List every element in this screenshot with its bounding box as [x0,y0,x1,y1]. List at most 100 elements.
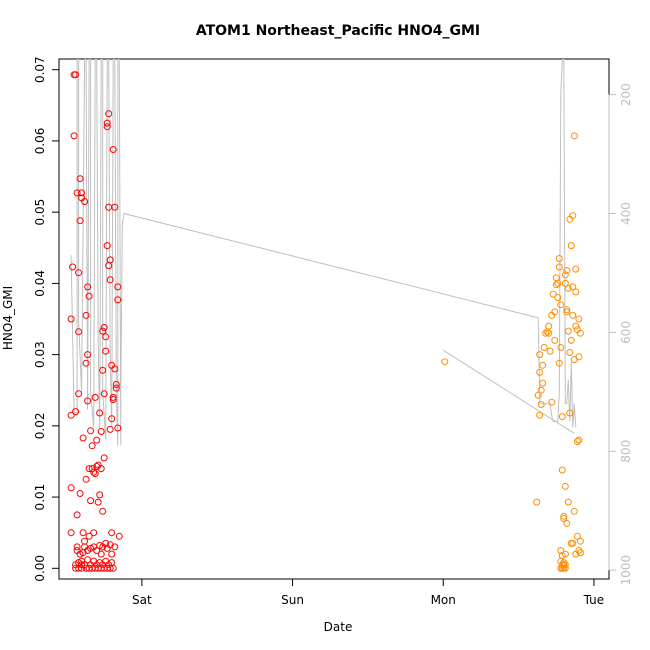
data-point [543,328,551,336]
data-point [570,132,578,140]
y-axis-label: HNO4_GMI [1,286,15,350]
data-point [72,71,80,79]
data-point [106,276,114,284]
x-tick-label: Sun [281,593,304,607]
x-tick-label: Sat [132,593,152,607]
data-point [109,564,117,572]
data-point [96,409,104,417]
data-point [90,529,98,537]
data-point [90,468,98,476]
data-point [111,543,119,551]
data-point [69,263,77,271]
data-point [76,175,84,183]
data-point [91,470,99,478]
data-point [67,315,75,323]
y-axis-right: 200 400 600 800 1000 [608,83,633,585]
data-point [545,322,553,330]
data-point [561,561,569,569]
data-point [441,358,449,366]
data-point [105,110,113,118]
data-point [114,296,122,304]
data-point [557,344,565,351]
data-point [552,274,560,282]
y-tick-label: 0.07 [33,56,47,83]
data-point [70,132,78,140]
data-point [542,329,550,337]
data-point [82,311,90,319]
data-point [81,198,89,205]
data-point [75,269,83,277]
data-point [84,351,92,359]
data-point [561,550,569,558]
data-point [72,408,80,416]
data-point [561,279,569,287]
data-point [84,397,92,405]
data-point [558,413,566,421]
data-point [536,411,544,419]
data-point [564,327,572,335]
data-point [78,189,86,197]
data-point [569,212,577,220]
data-point [82,475,90,483]
data-point [570,507,578,515]
data-point [67,529,75,537]
y-tick-label: 0.04 [33,270,47,297]
data-point [112,381,120,388]
data-point [100,454,108,462]
data-point [115,532,123,540]
data-point [75,328,83,336]
y-tick-label: 0.05 [33,199,47,226]
data-point [566,349,574,356]
data-point [536,368,544,376]
data-point [536,351,544,359]
data-point [82,359,90,367]
data-point [87,427,95,435]
data-point [79,529,87,537]
data-point [549,290,557,298]
y-tick-label: 0.02 [33,412,47,439]
data-point [88,442,96,450]
data-point [99,327,107,335]
data-point [73,543,81,551]
data-point [555,359,563,367]
data-point [91,393,99,401]
series-line-segment [442,349,575,434]
data-point [87,497,95,505]
data-point [561,271,569,279]
x-axis: Sat Sun Mon Tue [132,578,605,607]
data-point [85,465,93,473]
data-point [99,366,107,374]
y-axis: 0.00 0.01 0.02 0.03 0.04 0.05 0.06 0.07 [33,56,60,582]
x-tick-label: Mon [431,593,456,607]
data-point [575,315,583,323]
data-point [94,498,102,506]
data-point [576,329,584,337]
data-point [564,498,572,506]
y-tick-label: 0.03 [33,341,47,368]
data-point [545,329,553,337]
y-right-tick-label: 800 [619,440,633,463]
data-point [572,265,580,273]
chart-title: ATOM1 Northeast_Pacific HNO4_GMI [196,23,480,39]
data-point [114,283,122,291]
data-point [573,438,581,445]
data-point [572,288,580,296]
data-point [548,398,556,406]
data-point [96,491,104,499]
data-point [576,537,584,545]
data-point [552,281,560,289]
data-point [106,425,114,433]
data-point [569,311,577,319]
data-point [534,391,542,399]
data-point [563,519,571,527]
data-point [573,532,581,540]
data-point [102,333,110,341]
data-point [563,267,571,275]
data-point [539,361,547,369]
x-tick-label: Tue [583,593,605,607]
data-point [567,242,575,250]
data-point [103,119,111,127]
data-point [109,146,117,153]
data-point [540,344,548,351]
